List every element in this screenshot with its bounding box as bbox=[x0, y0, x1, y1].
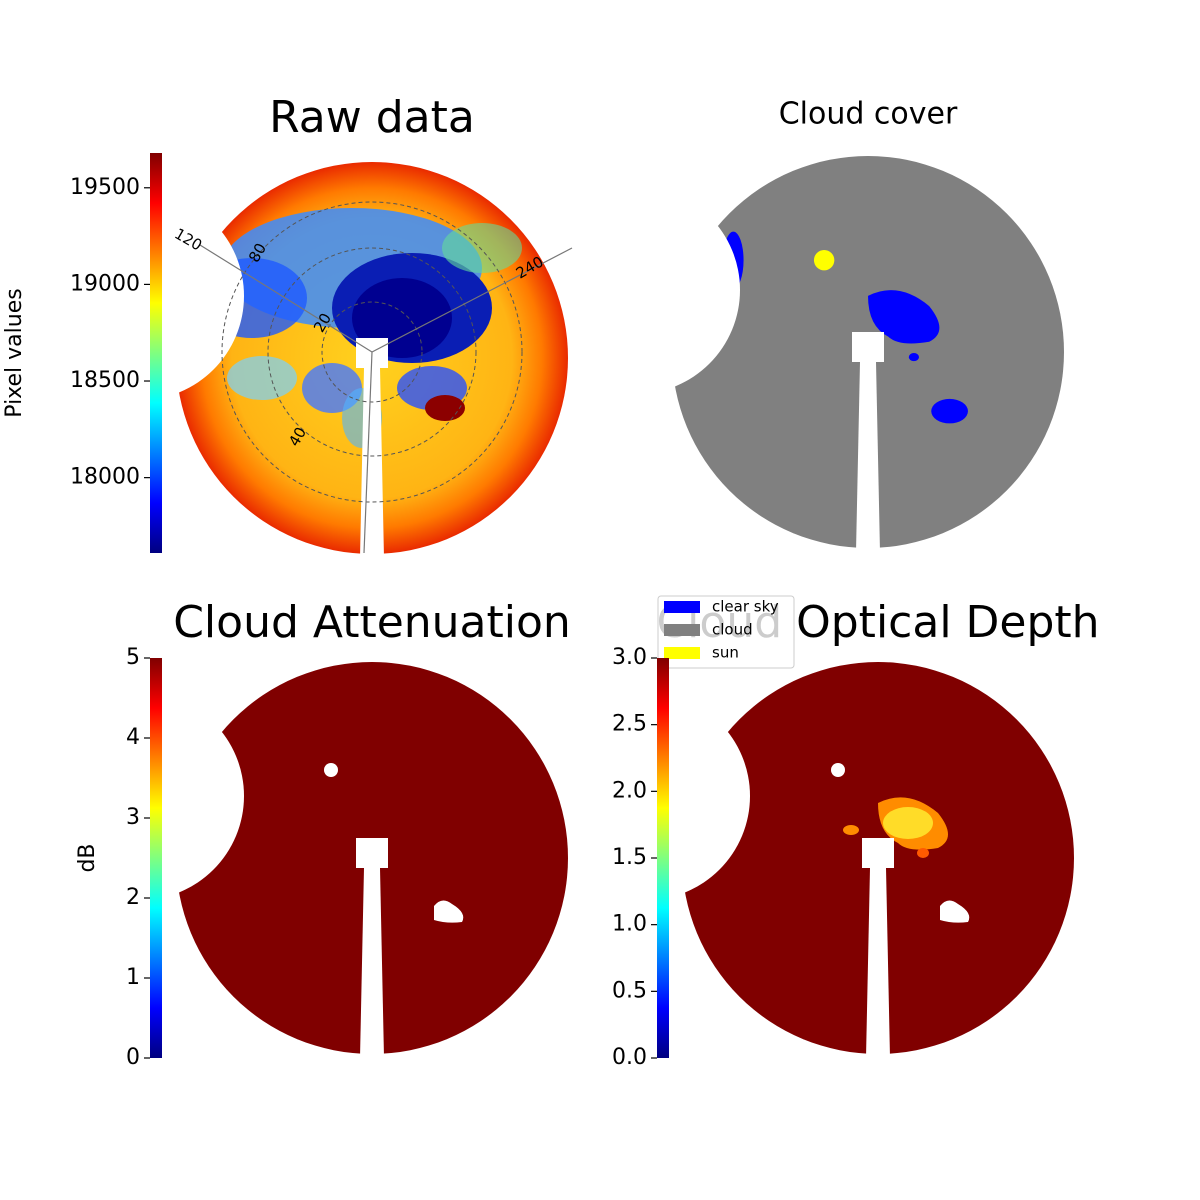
colorbar bbox=[657, 658, 669, 1058]
title: Cloud cover bbox=[779, 97, 958, 132]
legend-label: clear sky bbox=[712, 598, 779, 616]
colorbar-tick-label: 1.0 bbox=[612, 912, 647, 937]
colorbar-tick-label: 5 bbox=[126, 645, 140, 670]
legend-label: cloud bbox=[712, 621, 753, 639]
colorbar-tick-label: 0.5 bbox=[612, 978, 647, 1003]
colorbar-tick-label: 18500 bbox=[70, 368, 140, 393]
colorbar-tick-label: 4 bbox=[126, 725, 140, 750]
colorbar-tick-label: 3.0 bbox=[612, 645, 647, 670]
colorbar-tick-label: 2.0 bbox=[612, 778, 647, 803]
colorbar-tick-label: 1 bbox=[126, 965, 140, 990]
polar-spokes bbox=[199, 244, 573, 554]
title: Raw data bbox=[269, 92, 475, 143]
polar-grid bbox=[221, 201, 523, 503]
colorbar-tick-label: 3 bbox=[126, 805, 140, 830]
colorbar-tick-label: 2 bbox=[126, 885, 140, 910]
attenuation-image bbox=[172, 658, 572, 1058]
colorbar-label: dB bbox=[75, 843, 100, 872]
colorbar-tick-label: 18000 bbox=[70, 465, 140, 490]
colorbar-tick-label: 19000 bbox=[70, 271, 140, 296]
colorbar-tick-label: 0 bbox=[126, 1045, 140, 1070]
title: Cloud Attenuation bbox=[173, 597, 571, 648]
cloud-cover-image bbox=[653, 137, 1083, 567]
colorbar bbox=[150, 658, 162, 1058]
legend-swatch bbox=[664, 624, 700, 636]
colorbar-tick-label: 19500 bbox=[70, 175, 140, 200]
colorbar-tick-label: 2.5 bbox=[612, 712, 647, 737]
colorbar bbox=[150, 153, 162, 553]
raw-image bbox=[172, 158, 572, 558]
colorbar-label: Pixel values bbox=[2, 288, 27, 417]
colorbar-tick-label: 1.5 bbox=[612, 845, 647, 870]
optical-depth-image bbox=[678, 658, 1078, 1058]
colorbar-tick-label: 0.0 bbox=[612, 1045, 647, 1070]
legend-label: sun bbox=[712, 644, 739, 662]
legend-swatch bbox=[664, 601, 700, 613]
legend-swatch bbox=[664, 647, 700, 659]
